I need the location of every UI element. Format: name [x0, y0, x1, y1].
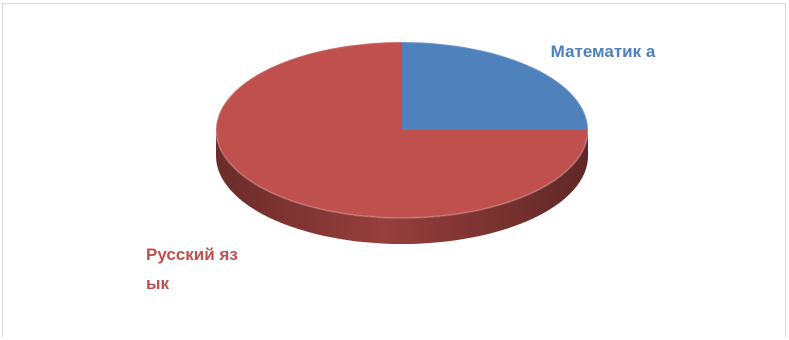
pie-side-russian — [216, 130, 588, 244]
pie-rim — [215, 41, 589, 219]
pie-chart — [215, 41, 589, 244]
chart-area — [2, 3, 786, 337]
data-label-mathematics: Математик а — [550, 42, 656, 61]
pie-slice-mathematics — [402, 42, 588, 130]
pie-slice-russian — [216, 42, 588, 218]
data-label-russian: Русский язык — [146, 245, 238, 293]
